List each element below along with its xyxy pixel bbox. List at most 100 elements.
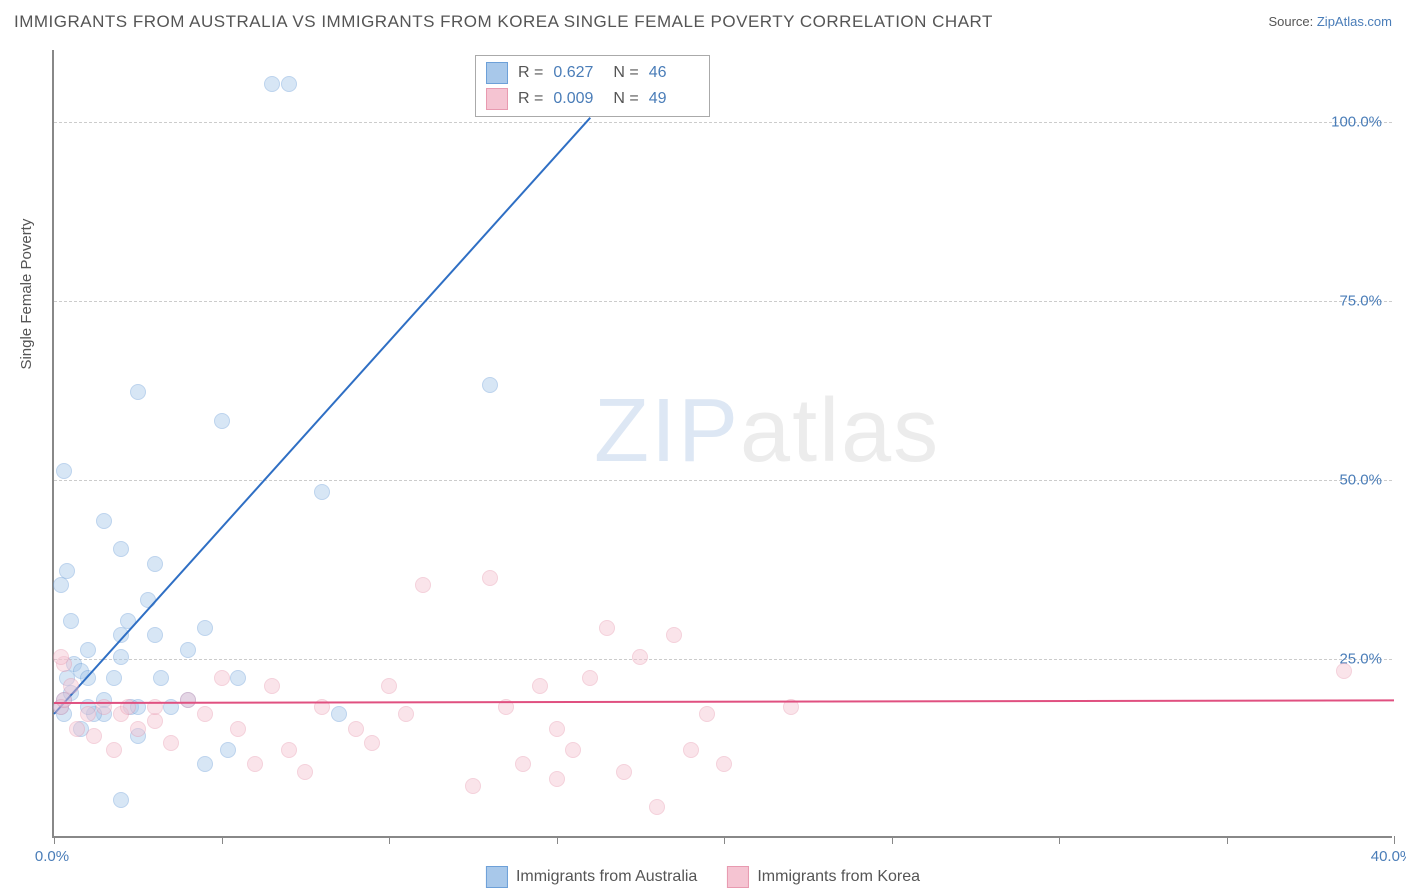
n-value: 49 (649, 90, 699, 108)
data-point (297, 764, 313, 780)
data-point (113, 649, 129, 665)
data-point (230, 721, 246, 737)
data-point (565, 742, 581, 758)
trend-line (54, 699, 1394, 704)
n-value: 46 (649, 64, 699, 82)
data-point (348, 721, 364, 737)
gridline (54, 480, 1392, 481)
chart-title: IMMIGRANTS FROM AUSTRALIA VS IMMIGRANTS … (14, 12, 993, 32)
data-point (53, 577, 69, 593)
data-point (56, 463, 72, 479)
data-point (281, 76, 297, 92)
legend-label: Immigrants from Korea (757, 868, 920, 886)
r-label: R = (518, 90, 543, 108)
data-point (113, 541, 129, 557)
trend-line (53, 117, 590, 714)
watermark-atlas: atlas (740, 381, 940, 481)
n-label: N = (613, 64, 638, 82)
data-point (281, 742, 297, 758)
y-tick-label: 50.0% (1339, 471, 1382, 488)
data-point (63, 613, 79, 629)
source-link[interactable]: ZipAtlas.com (1317, 14, 1392, 29)
legend-label: Immigrants from Australia (516, 868, 697, 886)
data-point (106, 742, 122, 758)
data-point (130, 721, 146, 737)
n-label: N = (613, 90, 638, 108)
data-point (147, 713, 163, 729)
gridline (54, 659, 1392, 660)
data-point (465, 778, 481, 794)
data-point (381, 678, 397, 694)
data-point (86, 728, 102, 744)
r-value: 0.009 (553, 90, 603, 108)
data-point (515, 756, 531, 772)
x-tick (557, 836, 558, 844)
watermark: ZIPatlas (594, 380, 940, 483)
data-point (632, 649, 648, 665)
data-point (80, 706, 96, 722)
source-attribution: Source: ZipAtlas.com (1268, 14, 1392, 29)
data-point (616, 764, 632, 780)
y-tick-label: 100.0% (1331, 113, 1382, 130)
data-point (247, 756, 263, 772)
data-point (153, 670, 169, 686)
data-point (163, 735, 179, 751)
legend-swatch (486, 866, 508, 888)
stats-row: R = 0.009 N = 49 (486, 86, 699, 112)
data-point (220, 742, 236, 758)
data-point (716, 756, 732, 772)
data-point (80, 642, 96, 658)
data-point (180, 642, 196, 658)
data-point (130, 384, 146, 400)
data-point (549, 721, 565, 737)
data-point (532, 678, 548, 694)
legend-item: Immigrants from Australia (486, 866, 697, 888)
data-point (69, 721, 85, 737)
data-point (398, 706, 414, 722)
data-point (482, 377, 498, 393)
data-point (56, 692, 72, 708)
legend-swatch (486, 88, 508, 110)
data-point (264, 76, 280, 92)
stats-legend: R = 0.627 N = 46 R = 0.009 N = 49 (475, 55, 710, 117)
gridline (54, 122, 1392, 123)
data-point (1336, 663, 1352, 679)
y-axis-label: Single Female Poverty (18, 219, 35, 370)
data-point (314, 484, 330, 500)
x-tick-label: 40.0% (1371, 848, 1406, 865)
data-point (683, 742, 699, 758)
data-point (649, 799, 665, 815)
data-point (699, 706, 715, 722)
data-point (364, 735, 380, 751)
watermark-zip: ZIP (594, 381, 740, 481)
data-point (96, 513, 112, 529)
legend-swatch (486, 62, 508, 84)
data-point (59, 563, 75, 579)
r-value: 0.627 (553, 64, 603, 82)
data-point (147, 556, 163, 572)
x-tick (724, 836, 725, 844)
data-point (197, 706, 213, 722)
data-point (230, 670, 246, 686)
data-point (415, 577, 431, 593)
data-point (113, 792, 129, 808)
x-tick (1227, 836, 1228, 844)
gridline (54, 301, 1392, 302)
data-point (180, 692, 196, 708)
stats-row: R = 0.627 N = 46 (486, 60, 699, 86)
r-label: R = (518, 64, 543, 82)
data-point (106, 670, 122, 686)
data-point (264, 678, 280, 694)
x-tick (389, 836, 390, 844)
bottom-legend: Immigrants from Australia Immigrants from… (486, 866, 920, 888)
data-point (197, 620, 213, 636)
x-tick (1059, 836, 1060, 844)
x-tick (54, 836, 55, 844)
data-point (666, 627, 682, 643)
data-point (482, 570, 498, 586)
source-prefix: Source: (1268, 14, 1316, 29)
legend-item: Immigrants from Korea (727, 866, 920, 888)
data-point (549, 771, 565, 787)
data-point (214, 670, 230, 686)
data-point (331, 706, 347, 722)
